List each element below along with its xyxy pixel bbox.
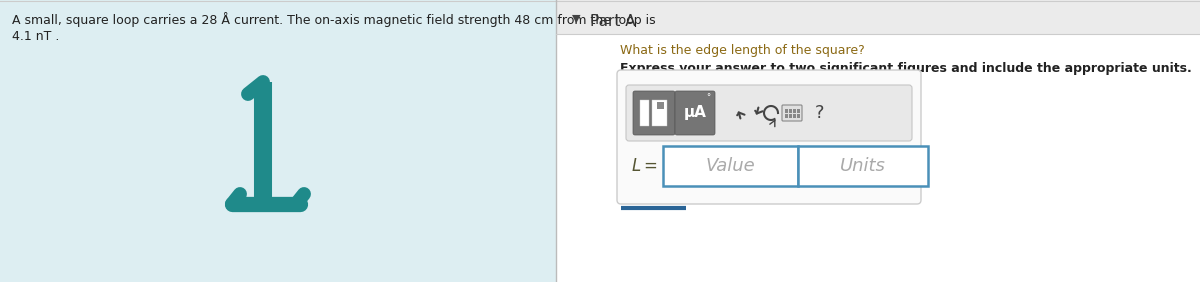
FancyBboxPatch shape [793,114,796,118]
Text: $L=$: $L=$ [631,157,658,175]
FancyBboxPatch shape [617,70,922,204]
FancyBboxPatch shape [658,102,664,109]
Text: 4.1 nT .: 4.1 nT . [12,30,59,43]
FancyBboxPatch shape [652,100,667,126]
FancyBboxPatch shape [782,105,802,121]
Text: μA: μA [684,105,707,120]
Text: Express your answer to two significant figures and include the appropriate units: Express your answer to two significant f… [620,62,1192,75]
FancyBboxPatch shape [674,91,715,135]
FancyBboxPatch shape [556,0,1200,34]
FancyBboxPatch shape [797,109,800,113]
FancyBboxPatch shape [785,114,788,118]
FancyBboxPatch shape [634,91,674,135]
Text: Units: Units [840,157,886,175]
FancyBboxPatch shape [798,146,928,186]
FancyBboxPatch shape [640,100,649,126]
FancyBboxPatch shape [785,109,788,113]
FancyBboxPatch shape [797,114,800,118]
FancyBboxPatch shape [790,114,792,118]
Text: °: ° [706,94,710,102]
Text: ?: ? [815,104,824,122]
Text: Part A: Part A [590,14,636,29]
FancyBboxPatch shape [626,85,912,141]
FancyBboxPatch shape [0,0,556,282]
Text: What is the edge length of the square?: What is the edge length of the square? [620,44,865,57]
Text: ▼: ▼ [572,14,581,24]
FancyBboxPatch shape [556,34,1200,282]
FancyBboxPatch shape [662,146,798,186]
Text: A small, square loop carries a 28 Å current. The on-axis magnetic field strength: A small, square loop carries a 28 Å curr… [12,12,655,27]
Text: Value: Value [706,157,755,175]
FancyBboxPatch shape [793,109,796,113]
FancyBboxPatch shape [790,109,792,113]
